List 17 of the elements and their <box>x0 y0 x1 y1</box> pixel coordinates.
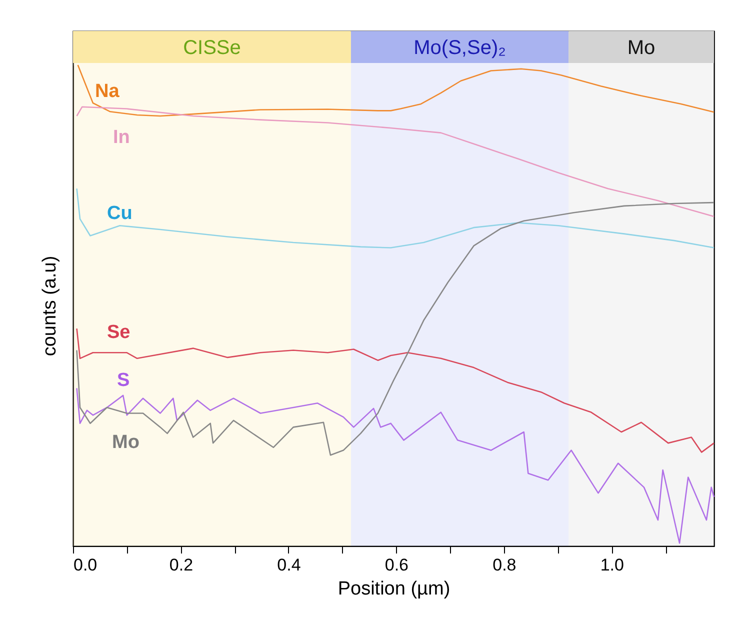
series-label: Se <box>107 322 130 343</box>
x-tick-label: 0.8 <box>492 556 516 574</box>
x-tick-label: 1.0 <box>600 556 624 574</box>
band-label: Mo(S,Se)₂ <box>414 37 506 59</box>
series-label: Cu <box>107 203 132 224</box>
x-tick-label: 0.2 <box>169 556 194 574</box>
band-label: Mo <box>627 37 656 59</box>
band-label: CISSe <box>183 37 241 59</box>
x-tick-label: 0.0 <box>74 556 98 574</box>
series-label: Mo <box>112 432 140 453</box>
y-axis-title: counts (a.u) <box>40 256 60 356</box>
series-label: S <box>117 370 130 391</box>
x-tick-label: 0.6 <box>384 556 409 574</box>
series-label: Na <box>95 81 120 102</box>
series-label: In <box>113 127 130 148</box>
x-axis-title: Position (µm) <box>338 578 450 600</box>
x-tick-label: 0.4 <box>277 556 301 574</box>
